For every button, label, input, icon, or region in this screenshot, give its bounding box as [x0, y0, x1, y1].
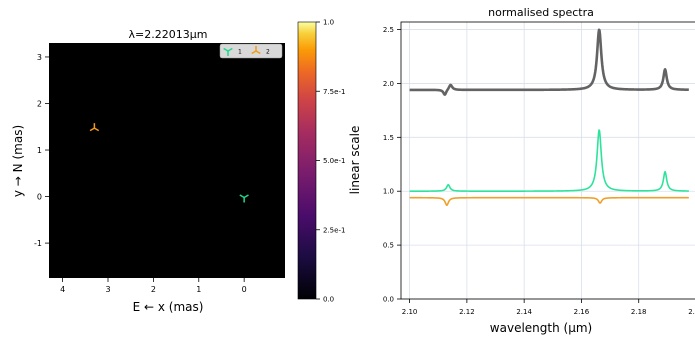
colorbar-tick-label: 7.5e-1 [323, 88, 345, 96]
image-title: λ=2.22013μm [129, 28, 208, 41]
point-2 [89, 123, 100, 132]
spectra-ytick-label: 0.0 [383, 296, 394, 304]
spectra-xtick-label: 2.10 [402, 308, 418, 316]
image-ytick-label: 3 [37, 53, 42, 62]
colorbar: 0.0 2.5e-1 5.0e-1 7.5e-1 1.0 linear scale [297, 19, 362, 304]
image-axes: 4 3 2 1 0 -1 0 1 2 3 [34, 53, 247, 294]
spectra-ytick-label: 2.0 [383, 80, 394, 88]
spectra-xtick-label: 2.12 [459, 308, 475, 316]
image-xtick-label: 3 [105, 285, 110, 294]
spectra-ytick-label: 0.5 [383, 242, 394, 250]
spectra-plot-frame [400, 21, 695, 300]
spectra-axes: 2.10 2.12 2.14 2.16 2.18 2.20 0.0 0.5 1.0 1.5 2.0 2… [383, 26, 695, 316]
image-ytick-label: -1 [34, 239, 42, 248]
spectra-ytick-label: 1.0 [383, 188, 394, 196]
colorbar-tick-label: 0.0 [323, 296, 334, 304]
colorbar-tick-label: 5.0e-1 [323, 157, 345, 165]
colorbar-label: linear scale [348, 126, 362, 195]
spectra-grid [401, 22, 695, 300]
image-xtick-label: 2 [151, 285, 156, 294]
image-xtick-label: 1 [196, 285, 201, 294]
image-ytick-label: 1 [37, 146, 42, 155]
image-points [89, 123, 249, 203]
point-1 [239, 194, 249, 203]
spectrum-line-3 [409, 196, 690, 207]
spectra-xtick-label: 2.18 [631, 308, 647, 316]
image-xtick-label: 0 [242, 285, 247, 294]
colorbar-ticks: 0.0 2.5e-1 5.0e-1 7.5e-1 1.0 [316, 19, 345, 304]
legend-marker-2 [251, 46, 261, 55]
image-xtick-label: 4 [60, 285, 65, 294]
spectra-title: normalised spectra [488, 6, 594, 19]
spectrum-line-1 [408, 28, 690, 96]
spectra-xlabel: wavelength (μm) [490, 321, 592, 335]
image-ytick-label: 2 [37, 99, 42, 108]
image-plot-area [49, 43, 285, 278]
legend-label-1: 1 [238, 49, 242, 56]
image-ylabel: y → N (mas) [11, 125, 25, 197]
colorbar-tick-label: 2.5e-1 [323, 226, 345, 234]
image-ytick-label: 0 [37, 193, 42, 202]
spectra-xtick-label: 2.20 [688, 308, 695, 316]
legend-label-2: 2 [266, 49, 270, 56]
spectra-lines [408, 28, 690, 207]
spectrum-line-2 [409, 129, 690, 192]
spectra-xtick-label: 2.16 [574, 308, 590, 316]
colorbar-tick-label: 1.0 [323, 19, 334, 27]
spectra-xtick-label: 2.14 [516, 308, 532, 316]
legend-marker-1 [223, 47, 233, 56]
spectra-ytick-label: 2.5 [383, 26, 394, 34]
image-xlabel: E ← x (mas) [133, 300, 204, 314]
spectra-panel: normalised spectra 2.10 2.12 2.14 2.16 2.18 2… [383, 6, 695, 335]
colorbar-gradient [297, 21, 317, 300]
spectra-ytick-label: 1.5 [383, 134, 394, 142]
